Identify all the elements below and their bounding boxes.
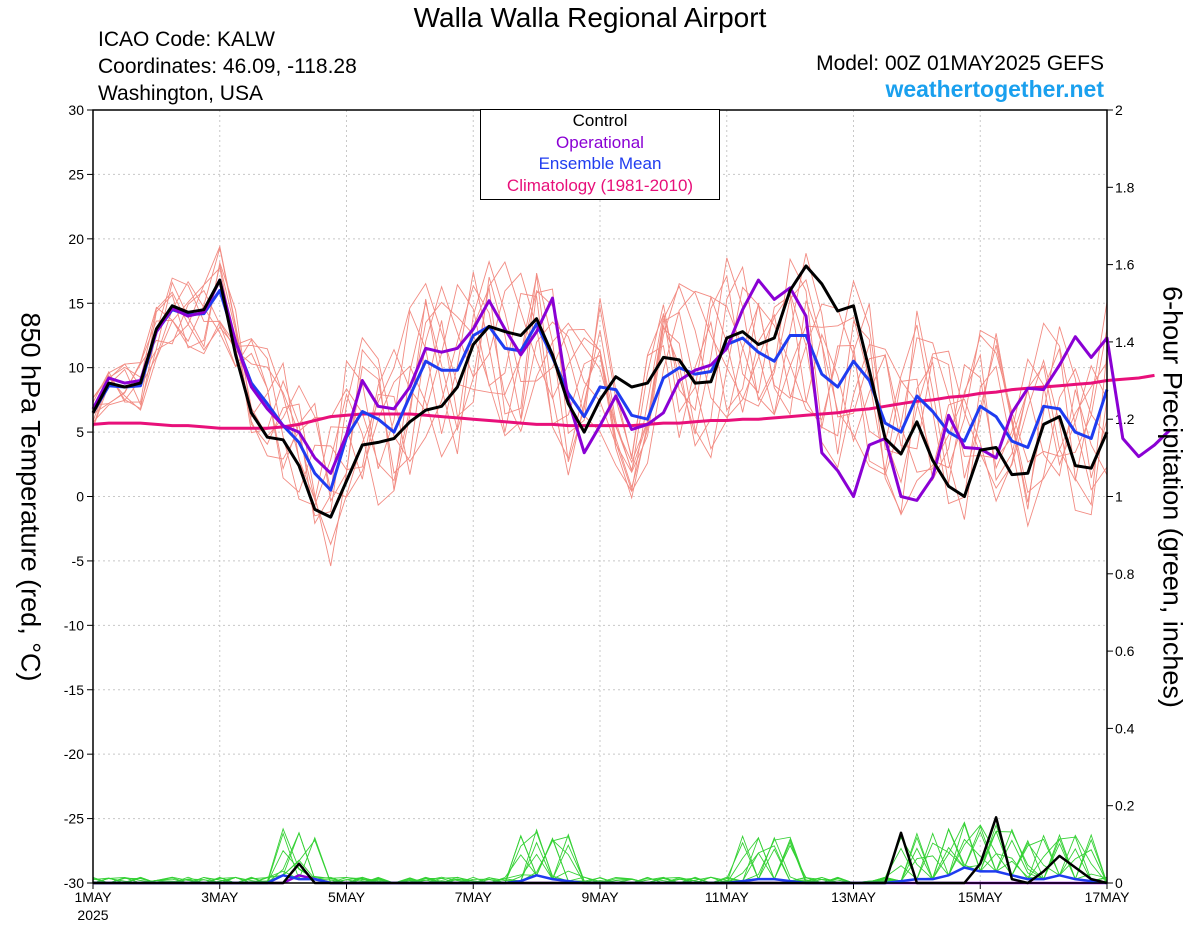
left-tick-label: -20 <box>64 746 84 762</box>
right-tick-label: 1.4 <box>1115 334 1135 350</box>
control-line <box>91 264 1109 519</box>
legend: Control Operational Ensemble Mean Climat… <box>480 109 720 200</box>
left-tick-label: 10 <box>68 360 84 376</box>
left-tick-label: 20 <box>68 231 84 247</box>
chart-title: Walla Walla Regional Airport <box>413 2 767 33</box>
operational-line <box>91 278 1172 502</box>
legend-item-operational: Operational <box>556 132 644 152</box>
x-tick-label: 3MAY <box>201 889 239 905</box>
x-tick-label: 9MAY <box>581 889 619 905</box>
left-tick-label: 5 <box>76 424 84 440</box>
precip-member-line <box>93 822 1108 884</box>
right-tick-label: 2 <box>1115 102 1123 118</box>
left-tick-label: -5 <box>72 553 85 569</box>
legend-item-climatology: Climatology (1981-2010) <box>506 175 694 195</box>
ensemble-member-line <box>92 284 1108 517</box>
ensemble-member-line <box>92 247 1108 567</box>
left-tick-label: 15 <box>68 295 84 311</box>
coordinates: Coordinates: 46.09, -118.28 <box>98 55 357 78</box>
ensemble-member-line <box>92 257 1108 520</box>
climatology-1981-2010-line <box>92 373 1155 430</box>
x-tick-label: 7MAY <box>455 889 493 905</box>
right-tick-label: 1.8 <box>1115 179 1135 195</box>
precip-member-line <box>92 830 1108 884</box>
left-tick-label: -10 <box>64 617 84 633</box>
x-tick-label: 1MAY <box>74 889 112 905</box>
x-tick-label: 11MAY <box>705 889 749 905</box>
left-tick-label: 0 <box>76 489 84 505</box>
x-tick-label: 17MAY <box>1085 889 1131 905</box>
x-tick-label: 13MAY <box>831 889 877 905</box>
location: Washington, USA <box>98 82 263 105</box>
left-tick-label: 25 <box>68 166 84 182</box>
legend-item-ensemble-mean: Ensemble Mean <box>538 154 662 173</box>
left-axis-label: 850 hPa Temperature (red, °C) <box>15 312 46 682</box>
model-run: Model: 00Z 01MAY2025 GEFS <box>816 52 1104 75</box>
right-tick-label: 0.4 <box>1115 720 1135 736</box>
legend-item-control: Control <box>572 111 628 130</box>
right-tick-label: 1 <box>1115 489 1123 505</box>
right-tick-label: 0.6 <box>1115 643 1135 659</box>
left-tick-label: -25 <box>64 811 84 827</box>
right-tick-label: 1.6 <box>1115 257 1135 273</box>
right-tick-label: 0.2 <box>1115 798 1135 814</box>
x-tick-label: 15MAY <box>958 889 1004 905</box>
right-tick-label: 0 <box>1115 875 1123 891</box>
icao-code: ICAO Code: KALW <box>98 28 276 51</box>
right-tick-label: 0.8 <box>1115 566 1135 582</box>
left-tick-label: 30 <box>68 102 84 118</box>
x-year-label: 2025 <box>77 907 108 923</box>
x-tick-label: 5MAY <box>328 889 366 905</box>
right-axis-label: 6-hour Precipitation (green, inches) <box>1157 286 1188 708</box>
site-link[interactable]: weathertogether.net <box>885 76 1104 102</box>
left-tick-label: -15 <box>64 682 84 698</box>
left-tick-label: -30 <box>64 875 84 891</box>
ensemble-member-line <box>92 272 1108 510</box>
ensemble-mean-line <box>91 288 1109 492</box>
